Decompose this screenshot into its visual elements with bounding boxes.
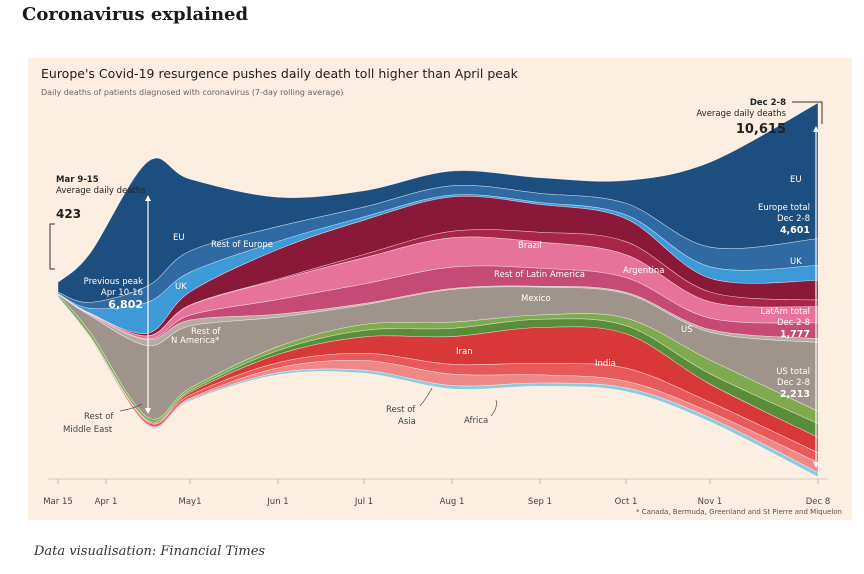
label-mexico: Mexico	[521, 294, 551, 304]
footnote: * Canada, Bermuda, Greenland and St Pier…	[636, 508, 842, 516]
chart-title: Europe's Covid-19 resurgence pushes dail…	[41, 66, 518, 81]
chart-card: Europe's Covid-19 resurgence pushes dail…	[28, 58, 852, 520]
peak-arrow-bottom	[145, 408, 151, 414]
x-tick-label: Dec 8	[806, 497, 831, 507]
label-rest-me-1: Rest of	[84, 412, 114, 422]
label-rest-of-europe: Rest of Europe	[211, 240, 273, 250]
stream-layers	[57, 102, 819, 478]
label-eu-end: EU	[790, 175, 802, 185]
latam-total-value: 1,777	[780, 329, 810, 340]
label-eu: EU	[173, 233, 185, 243]
label-iran: Iran	[456, 347, 473, 357]
x-axis-ticks: Mar 15 Apr 1 May1 Jun 1 Jul 1 Aug 1 Sep 1 Oct 1…	[43, 479, 830, 507]
us-total-value: 2,213	[780, 389, 810, 400]
page-heading: Coronavirus explained	[22, 4, 249, 25]
x-tick-label: Mar 15	[43, 497, 73, 507]
x-tick-label: Oct 1	[615, 497, 638, 507]
right-totals: Europe total Dec 2-8 4,601 LatAm total D…	[758, 203, 810, 400]
rest-me-leader	[119, 403, 143, 412]
x-tick-label: Jul 1	[354, 497, 373, 507]
series-labels: EU Rest of Europe UK Brazil Argentina Re…	[63, 175, 802, 435]
europe-total-date: Dec 2-8	[777, 214, 810, 224]
label-brazil: Brazil	[518, 241, 542, 251]
europe-total-value: 4,601	[780, 225, 810, 236]
end-value: 10,615	[736, 122, 786, 137]
start-label: Average daily deaths	[56, 186, 146, 196]
latam-total-date: Dec 2-8	[777, 318, 810, 328]
peak-value: 6,802	[108, 298, 143, 311]
label-africa: Africa	[464, 416, 488, 426]
label-rest-n-america-1: Rest of	[191, 327, 221, 337]
latam-total-label: LatAm total	[760, 307, 810, 317]
end-label: Average daily deaths	[696, 109, 786, 119]
data-credit: Data visualisation: Financial Times	[34, 544, 266, 559]
end-date: Dec 2-8	[750, 98, 786, 108]
end-leader	[792, 101, 823, 124]
x-tick-label: Jun 1	[266, 497, 288, 507]
us-total-label: US total	[776, 367, 810, 377]
label-rest-asia-2: Asia	[398, 417, 416, 427]
x-tick-label: Apr 1	[95, 497, 118, 507]
europe-total-label: Europe total	[758, 203, 810, 213]
x-tick-label: Sep 1	[528, 497, 552, 507]
label-rest-asia-1: Rest of	[386, 405, 416, 415]
start-value: 423	[56, 207, 81, 221]
x-tick-label: Nov 1	[698, 497, 723, 507]
stream-layer-other	[57, 297, 819, 478]
africa-leader	[490, 399, 497, 417]
end-annotation: Dec 2-8 Average daily deaths 10,615	[696, 98, 823, 137]
x-tick-label: May1	[179, 497, 202, 507]
total-arrow-bottom	[813, 462, 819, 468]
us-total-date: Dec 2-8	[777, 378, 810, 388]
end-arrows	[813, 126, 819, 468]
start-date: Mar 9-15	[56, 175, 99, 185]
peak-label: Previous peak	[84, 277, 143, 287]
x-tick-label: Aug 1	[440, 497, 465, 507]
chart-subtitle: Daily deaths of patients diagnosed with …	[41, 88, 344, 97]
label-rest-n-america-2: N America*	[171, 336, 219, 346]
label-rest-me-2: Middle East	[63, 425, 113, 435]
label-india: India	[595, 359, 616, 369]
streamgraph-chart: Mar 15 Apr 1 May1 Jun 1 Jul 1 Aug 1 Sep 1 Oct 1…	[43, 98, 842, 516]
start-annotation: Mar 9-15 Average daily deaths 423	[49, 175, 146, 270]
total-arrow-top	[813, 126, 819, 132]
label-us: US	[681, 325, 693, 335]
label-uk-end: UK	[790, 257, 802, 267]
label-rest-latam: Rest of Latin America	[494, 270, 585, 280]
peak-arrow-top	[145, 195, 151, 201]
peak-date: Apr 10-16	[101, 288, 143, 298]
label-argentina: Argentina	[623, 266, 664, 276]
start-bracket	[49, 223, 55, 270]
rest-asia-leader	[419, 387, 433, 407]
peak-annotation: Previous peak Apr 10-16 6,802	[84, 195, 151, 414]
label-uk: UK	[175, 282, 187, 292]
